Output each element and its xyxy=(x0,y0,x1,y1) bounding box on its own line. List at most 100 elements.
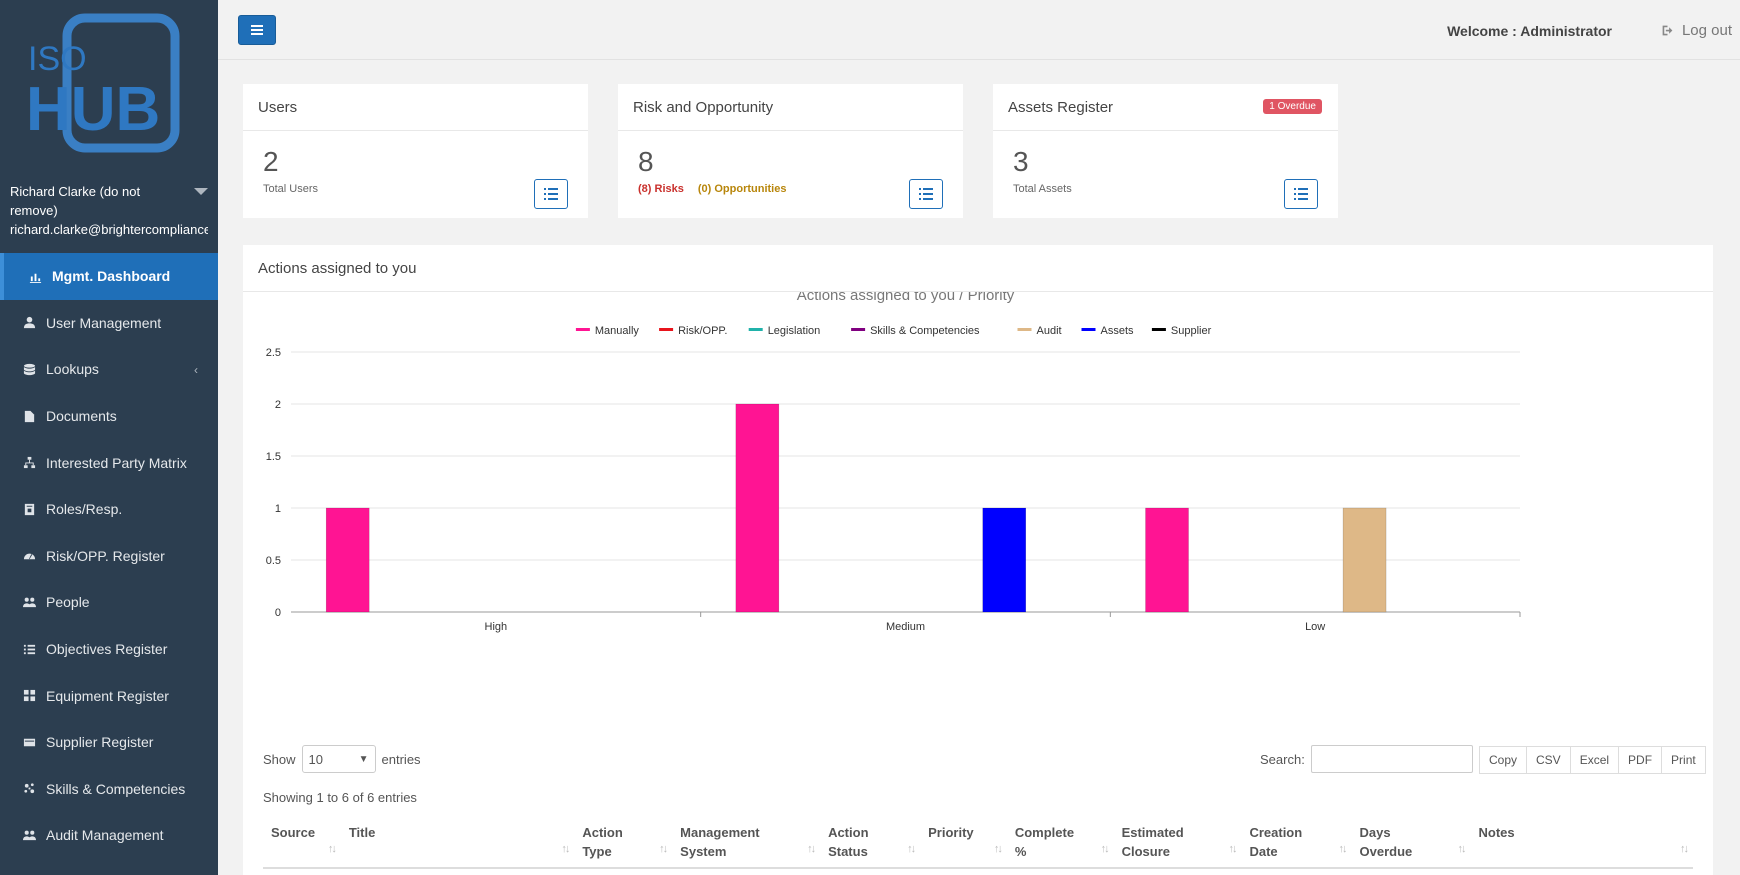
assets-card-title: Assets Register 1 Overdue xyxy=(993,84,1338,131)
user-block[interactable]: Richard Clarke (do not remove) richard.c… xyxy=(10,182,208,239)
pdf-button[interactable]: PDF xyxy=(1618,746,1663,774)
topbar: Welcome : Administrator Log out xyxy=(218,0,1740,60)
column-header-creation-date[interactable]: Creation Date ↑↓ xyxy=(1241,817,1352,869)
sidebar-item-documents[interactable]: Documents xyxy=(0,393,218,440)
sort-icon: ↑↓ xyxy=(1100,843,1110,855)
sidebar-item-label: Lookups xyxy=(46,361,99,378)
sidebar-item-interested-party-matrix[interactable]: Interested Party Matrix xyxy=(0,439,218,486)
y-tick-label: 1.5 xyxy=(266,451,281,463)
legend-swatch-1 xyxy=(659,328,674,331)
sidebar-item-roles-resp[interactable]: Roles/Resp. xyxy=(0,486,218,533)
assets-list-button[interactable] xyxy=(1284,179,1318,209)
list-icon xyxy=(22,642,36,656)
users-list-button[interactable] xyxy=(534,179,568,209)
opportunities-link[interactable]: (0) Opportunities xyxy=(697,183,787,195)
sort-icon: ↑↓ xyxy=(659,843,668,855)
legend-label: Audit xyxy=(1037,325,1062,337)
logo-text-iso: ISO xyxy=(28,40,87,78)
column-header-action-status[interactable]: Action Status ↑↓ xyxy=(820,817,921,869)
sidebar-item-audit-management[interactable]: Audit Management xyxy=(0,812,218,859)
menu-toggle-button[interactable] xyxy=(238,15,276,45)
column-header-days-overdue[interactable]: Days Overdue ↑↓ xyxy=(1351,817,1471,869)
sidebar-item-risk-opp-register[interactable]: Risk/OPP. Register xyxy=(0,533,218,580)
sidebar-item-skills-competencies[interactable]: Skills & Competencies xyxy=(0,766,218,813)
export-buttons: Copy CSV Excel PDF Print xyxy=(1479,746,1706,774)
sort-icon: ↑↓ xyxy=(907,843,916,855)
sidebar-item-label: Audit Management xyxy=(46,827,164,844)
hamburger-icon-line xyxy=(251,33,263,35)
sidebar-item-label: Supplier Register xyxy=(46,734,154,751)
puzzle-icon xyxy=(22,782,36,796)
column-label: Complete % xyxy=(1014,825,1075,859)
risks-link[interactable]: (8) Risks xyxy=(638,183,684,195)
search-label: Search: xyxy=(1260,751,1305,767)
user-name: Richard Clarke (do not remove) xyxy=(10,184,141,218)
hamburger-icon xyxy=(251,25,263,27)
users-icon xyxy=(22,595,36,609)
hamburger-icon-line xyxy=(251,29,263,31)
table-header-row: Source ↑↓ Title ↑↓ Action Type ↑↓ Management S… xyxy=(263,817,1693,869)
legend-label: Legislation xyxy=(768,325,821,337)
chevron-down-icon[interactable] xyxy=(194,188,208,195)
y-tick-label: 2.5 xyxy=(266,347,281,359)
sidebar-item-people[interactable]: People xyxy=(0,579,218,626)
excel-button[interactable]: Excel xyxy=(1569,746,1620,774)
sidebar-item-lookups[interactable]: Lookups ‹ xyxy=(0,346,218,393)
grid-icon xyxy=(22,689,36,703)
sidebar-item-equipment-register[interactable]: Equipment Register xyxy=(0,672,218,719)
file-icon xyxy=(22,409,36,423)
sidebar-item-objectives-register[interactable]: Objectives Register xyxy=(0,626,218,673)
y-tick-label: 0 xyxy=(275,607,281,619)
column-header-management-system[interactable]: Management System ↑↓ xyxy=(672,817,821,869)
welcome-text: Welcome : Administrator xyxy=(1447,23,1612,39)
column-header-source[interactable]: Source ↑↓ xyxy=(263,817,341,869)
y-tick-label: 1 xyxy=(275,503,281,515)
sidebar-item-supplier-register[interactable]: Supplier Register xyxy=(0,719,218,766)
sidebar-item-user-management[interactable]: User Management xyxy=(0,300,218,347)
column-header-complete[interactable]: Complete % ↑↓ xyxy=(1006,817,1114,869)
logout-link[interactable]: Log out xyxy=(1661,22,1732,39)
copy-button[interactable]: Copy xyxy=(1479,746,1528,774)
legend-swatch-2 xyxy=(748,328,763,331)
user-icon xyxy=(22,316,36,330)
column-label: Title xyxy=(348,825,376,840)
y-tick-label: 0.5 xyxy=(266,555,281,567)
list-icon xyxy=(919,188,933,200)
sign-out-icon xyxy=(1662,25,1673,36)
csv-button[interactable]: CSV xyxy=(1526,746,1571,774)
logo-text-hub: HUB xyxy=(26,75,160,144)
sidebar-item-label: People xyxy=(46,594,90,611)
page-size-select[interactable]: 10 ▼ xyxy=(301,745,376,773)
column-label: Notes xyxy=(1478,825,1515,840)
bar-assets-medium xyxy=(982,507,1027,613)
bar-manually-low xyxy=(1145,507,1189,613)
sort-icon: ↑↓ xyxy=(1457,843,1467,855)
legend-swatch-6 xyxy=(1151,328,1166,331)
card-icon xyxy=(22,735,36,749)
chevron-left-icon[interactable]: ‹ xyxy=(194,363,198,378)
chevron-down-icon: ▼ xyxy=(358,753,369,765)
sort-icon: ↑↓ xyxy=(1338,843,1348,855)
column-header-estimated-closure[interactable]: Estimated Closure ↑↓ xyxy=(1113,817,1242,869)
users-icon xyxy=(22,828,36,842)
column-header-notes[interactable]: Notes ↑↓ xyxy=(1470,817,1693,869)
iso-hub-logo[interactable]: ISO HUB xyxy=(22,12,182,160)
sort-icon: ↑↓ xyxy=(807,843,816,855)
overdue-badge: 1 Overdue xyxy=(1263,99,1322,114)
print-button[interactable]: Print xyxy=(1661,746,1706,774)
column-header-priority[interactable]: Priority ↑↓ xyxy=(920,817,1007,869)
column-label: Source xyxy=(271,825,316,840)
sidebar-item-mgmt-dashboard[interactable]: Mgmt. Dashboard xyxy=(0,253,218,300)
column-header-title[interactable]: Title ↑↓ xyxy=(340,817,575,869)
risk-list-button[interactable] xyxy=(909,179,943,209)
risk-count: 8 xyxy=(638,146,654,177)
column-header-action-type[interactable]: Action Type ↑↓ xyxy=(574,817,673,869)
user-email: richard.clarke@brightercompliance.com xyxy=(10,222,208,237)
search-input[interactable] xyxy=(1310,745,1473,773)
page-size-control: Show 10 ▼ entries xyxy=(263,745,421,773)
sidebar-item-label: Skills & Competencies xyxy=(46,780,186,797)
list-icon xyxy=(544,188,558,200)
column-label: Days Overdue xyxy=(1359,825,1413,859)
users-sub: Total Users xyxy=(263,183,319,195)
bar-chart-icon xyxy=(28,269,42,283)
